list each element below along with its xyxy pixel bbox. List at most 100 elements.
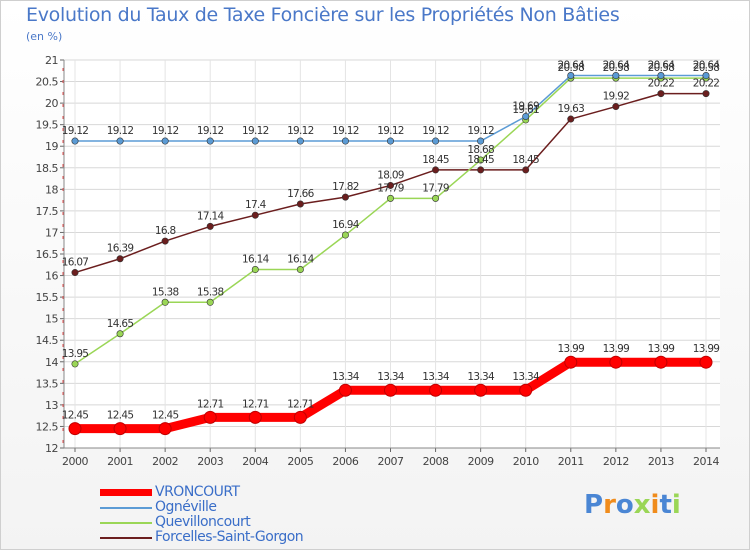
data-label-3: 19.63 [558, 103, 585, 115]
y-tick-label: 18 [45, 183, 58, 196]
data-point-1 [71, 137, 79, 145]
legend-swatch-ogneville [100, 507, 152, 509]
x-tick-label: 2013 [648, 455, 674, 468]
data-label-1: 19.12 [152, 125, 179, 137]
y-tick-label: 13 [45, 399, 58, 412]
data-label-3: 19.92 [603, 91, 630, 103]
logo-letter: o [615, 490, 634, 520]
data-point-0 [158, 422, 172, 436]
y-tick-label: 12 [45, 442, 58, 455]
data-label-3: 16.8 [155, 225, 176, 237]
proxiti-logo: Proxiti [584, 490, 681, 520]
y-tick-label: 14 [45, 356, 58, 369]
data-point-1 [116, 137, 124, 145]
data-label-0: 13.99 [693, 343, 720, 355]
x-tick-label: 2009 [468, 455, 494, 468]
data-label-2: 14.65 [107, 318, 134, 330]
data-label-3: 17.14 [197, 210, 225, 222]
data-point-0 [248, 410, 262, 424]
data-point-3 [296, 200, 304, 208]
data-point-3 [477, 166, 485, 174]
data-label-0: 13.34 [512, 371, 540, 383]
data-point-0 [654, 355, 668, 369]
data-point-1 [161, 137, 169, 145]
logo-letter: P [584, 490, 604, 520]
y-tick-label: 15 [45, 313, 58, 326]
data-label-2: 16.14 [287, 254, 315, 266]
legend-label-quevilloncourt: Quevilloncourt [155, 514, 251, 530]
data-point-1 [386, 137, 394, 145]
legend-swatch-vroncourt [100, 489, 152, 496]
data-point-3 [522, 166, 530, 174]
data-point-1 [477, 137, 485, 145]
data-label-2: 13.95 [62, 348, 89, 360]
data-point-1 [702, 72, 710, 80]
x-tick-label: 2014 [693, 455, 719, 468]
legend-label-vroncourt: VRONCOURT [155, 484, 240, 500]
data-point-0 [429, 383, 443, 397]
data-point-3 [612, 103, 620, 111]
data-point-2 [477, 156, 485, 164]
data-label-3: 16.39 [107, 243, 134, 255]
data-label-3: 17.66 [287, 188, 315, 200]
data-label-2: 15.38 [152, 286, 179, 298]
data-label-3: 17.4 [245, 199, 267, 211]
data-point-1 [251, 137, 259, 145]
data-point-0 [338, 383, 352, 397]
data-point-1 [567, 72, 575, 80]
data-label-0: 12.45 [62, 410, 89, 422]
data-point-1 [522, 112, 530, 120]
data-point-3 [251, 211, 259, 219]
data-point-2 [71, 360, 79, 368]
y-tick-label: 19 [45, 140, 58, 153]
logo-letter: i [650, 490, 660, 520]
y-tick-label: 15.5 [36, 291, 59, 304]
chart-title: Evolution du Taux de Taxe Foncière sur l… [26, 4, 620, 26]
data-point-3 [657, 90, 665, 98]
y-tick-label: 19.5 [36, 119, 59, 132]
data-label-2: 20.58 [603, 62, 630, 74]
data-label-1: 19.12 [197, 125, 224, 137]
data-point-2 [432, 194, 440, 202]
logo-letter: x [633, 490, 651, 520]
data-point-0 [519, 383, 533, 397]
data-point-0 [68, 422, 82, 436]
data-label-2: 15.38 [197, 286, 224, 298]
data-label-3: 20.22 [648, 78, 675, 90]
data-label-2: 18.68 [467, 144, 494, 156]
logo-letter: t [659, 490, 672, 520]
data-point-3 [567, 115, 575, 123]
data-label-0: 13.34 [332, 371, 360, 383]
y-tick-label: 21 [45, 54, 58, 67]
data-point-1 [657, 72, 665, 80]
data-point-0 [474, 383, 488, 397]
data-label-1: 19.12 [107, 125, 134, 137]
data-point-3 [206, 222, 214, 230]
x-tick-label: 2002 [152, 455, 178, 468]
data-point-0 [113, 422, 127, 436]
data-point-3 [116, 255, 124, 263]
data-point-2 [206, 298, 214, 306]
data-label-1: 19.12 [242, 125, 269, 137]
data-label-3: 20.22 [693, 78, 720, 90]
x-tick-label: 2007 [378, 455, 404, 468]
data-label-1: 19.12 [332, 125, 359, 137]
data-label-0: 13.34 [422, 371, 450, 383]
data-label-3: 18.45 [422, 154, 449, 166]
x-tick-label: 2008 [423, 455, 449, 468]
x-tick-label: 2010 [513, 455, 539, 468]
data-point-1 [432, 137, 440, 145]
data-label-0: 13.34 [377, 371, 405, 383]
data-label-0: 13.99 [648, 343, 675, 355]
x-tick-label: 2006 [332, 455, 358, 468]
data-label-1: 20.64 [693, 60, 721, 72]
data-label-2: 16.94 [332, 219, 360, 231]
data-point-3 [161, 237, 169, 245]
data-label-3: 18.09 [377, 169, 404, 181]
data-point-2 [251, 266, 259, 274]
data-point-1 [296, 137, 304, 145]
data-point-1 [341, 137, 349, 145]
x-tick-label: 2012 [603, 455, 629, 468]
data-point-0 [293, 410, 307, 424]
